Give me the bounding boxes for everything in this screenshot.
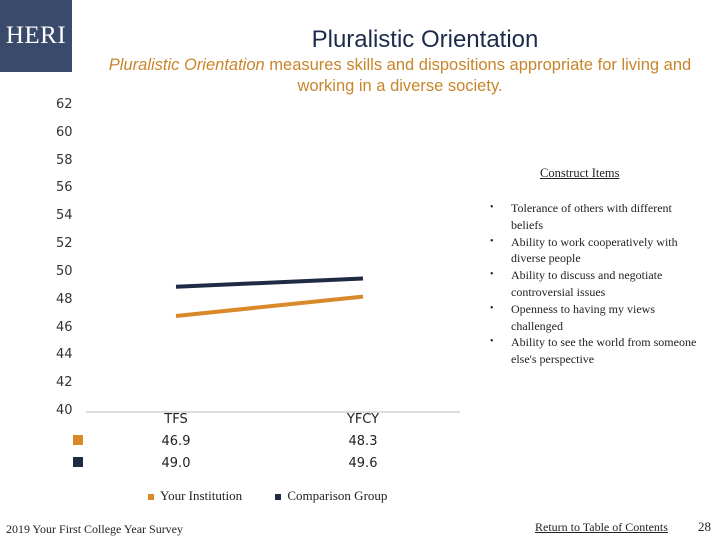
subtitle-italic: Pluralistic Orientation — [108, 56, 265, 74]
construct-item-text: Ability to work cooperatively with diver… — [511, 234, 678, 266]
data-label-comparison-group: 49.6 — [348, 456, 378, 471]
legend-label: Comparison Group — [287, 488, 388, 503]
y-tick-label: 46 — [56, 319, 73, 335]
legend-item-your-institution: Your Institution — [148, 488, 242, 504]
y-tick-label: 56 — [56, 180, 73, 196]
page-number: 28 — [698, 519, 711, 534]
construct-item: • Tolerance of others with different beli… — [490, 200, 700, 234]
page-subtitle: Pluralistic Orientation measures skills … — [90, 55, 710, 98]
y-tick-label: 58 — [56, 152, 73, 168]
legend-swatch-icon — [275, 494, 282, 501]
bullet-icon: • — [490, 269, 494, 281]
bullet-icon: • — [490, 235, 494, 247]
y-tick-label: 54 — [56, 208, 73, 224]
construct-item: • Openness to having my views challenged — [490, 301, 700, 335]
return-to-toc-link[interactable]: Return to Table of Contents — [535, 520, 668, 534]
construct-item: • Ability to discuss and negotiate contro… — [490, 267, 700, 301]
y-tick-label: 52 — [56, 236, 73, 252]
x-category-label: YFCY — [346, 412, 380, 427]
construct-item: • Ability to work cooperatively with dive… — [490, 234, 700, 268]
data-label-comparison-group: 49.0 — [161, 456, 191, 471]
heri-logo: HERI — [0, 0, 72, 72]
bullet-icon: • — [490, 336, 494, 348]
legend-item-comparison-group: Comparison Group — [275, 488, 387, 504]
construct-item-text: Ability to see the world from someone el… — [511, 335, 697, 367]
construct-item-text: Ability to discuss and negotiate controv… — [511, 268, 663, 299]
y-tick-label: 40 — [56, 403, 73, 418]
y-tick-label: 62 — [56, 97, 73, 112]
series-line-your-institution — [175, 294, 364, 318]
construct-item: • Ability to see the world from someone e… — [490, 334, 700, 368]
legend-swatch-icon — [148, 494, 154, 501]
bullet-icon: • — [490, 202, 494, 213]
y-tick-label: 50 — [56, 263, 73, 279]
construct-items-list: • Tolerance of others with different beli… — [490, 200, 700, 368]
page-title: Pluralistic Orientation — [311, 26, 539, 53]
comparison-group-swatch — [73, 457, 83, 467]
construct-item-text: Openness to having my views challenged — [511, 301, 655, 333]
series-line-comparison-group — [175, 276, 364, 289]
legend-label: Your Institution — [160, 488, 243, 503]
your-institution-swatch — [73, 435, 83, 445]
y-tick-label: 48 — [56, 291, 73, 307]
data-label-your-institution: 48.3 — [348, 434, 378, 449]
y-tick-label: 42 — [56, 375, 73, 391]
y-tick-label: 44 — [56, 347, 73, 363]
x-category-label: TFS — [164, 412, 188, 427]
subtitle-text: measures skills and dispositions appropr… — [264, 56, 692, 96]
bullet-icon: • — [490, 302, 494, 314]
series-layer — [175, 276, 364, 318]
data-label-your-institution: 46.9 — [161, 434, 191, 449]
chart-legend: Your Institution Comparison Group — [148, 488, 417, 504]
y-tick-label: 60 — [56, 124, 73, 140]
construct-items-heading: Construct Items — [540, 166, 620, 180]
construct-item-text: Tolerance of others with different belie… — [511, 201, 672, 232]
survey-name: 2019 Your First College Year Survey — [6, 522, 184, 536]
